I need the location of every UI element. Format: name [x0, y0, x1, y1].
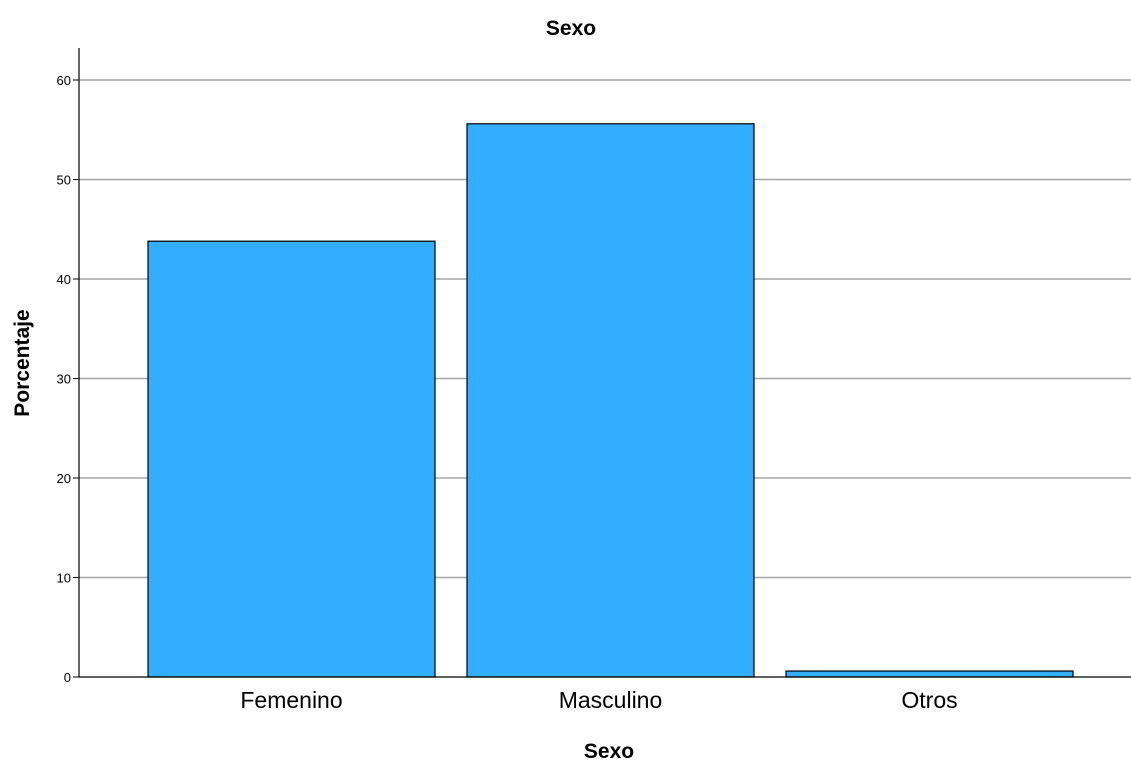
y-tick-label-50: 50 — [57, 173, 71, 188]
y-axis-title: Porcentaje — [11, 309, 34, 416]
y-tick-label-20: 20 — [57, 471, 71, 486]
y-tick-label-40: 40 — [57, 272, 71, 287]
y-tick-label-60: 60 — [57, 73, 71, 88]
y-tick-label-30: 30 — [57, 372, 71, 387]
axes — [78, 48, 1131, 678]
x-tick-label-masculino: Masculino — [559, 687, 663, 713]
x-axis-ticks: Femenino Masculino Otros — [240, 687, 957, 713]
y-tick-label-10: 10 — [57, 571, 71, 586]
bar-femenino — [147, 240, 436, 678]
bars — [147, 123, 1074, 678]
bar-otros — [785, 670, 1074, 678]
y-tick-label-0: 0 — [64, 670, 71, 685]
y-axis-ticks: 0 10 20 30 40 50 60 — [57, 73, 79, 685]
x-tick-label-femenino: Femenino — [240, 687, 342, 713]
x-axis-title: Sexo — [584, 740, 634, 762]
bar-masculino — [466, 123, 755, 678]
chart-title: Sexo — [546, 17, 596, 40]
x-tick-label-otros: Otros — [901, 687, 957, 713]
